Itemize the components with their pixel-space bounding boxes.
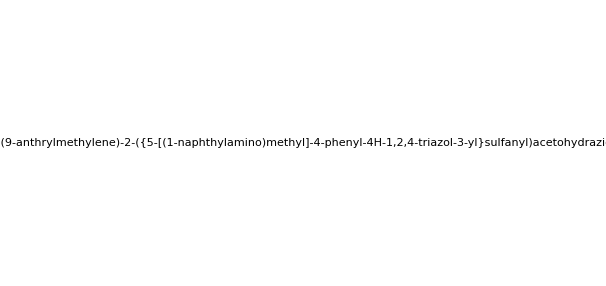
Text: N'-(9-anthrylmethylene)-2-({5-[(1-naphthylamino)methyl]-4-phenyl-4H-1,2,4-triazo: N'-(9-anthrylmethylene)-2-({5-[(1-naphth… [0,138,606,148]
